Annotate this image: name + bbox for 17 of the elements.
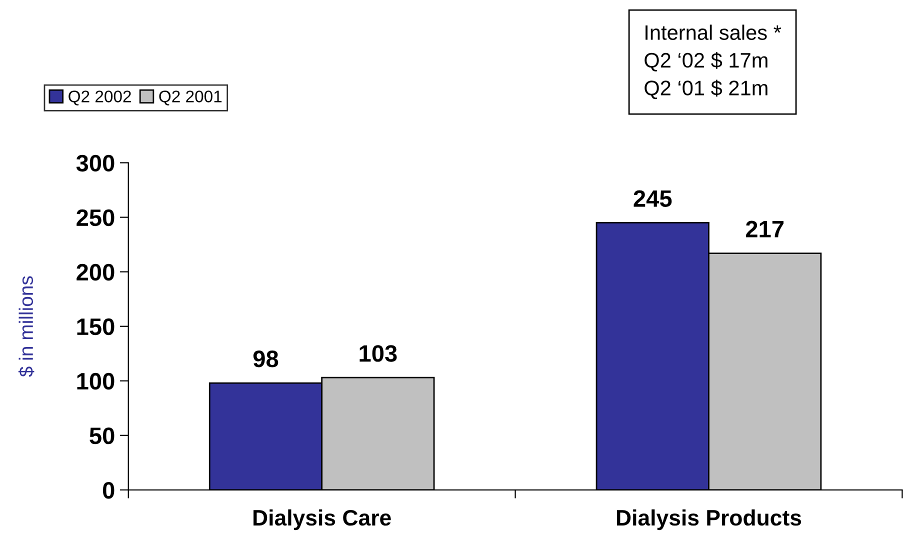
legend-label: Q2 2002 — [68, 90, 131, 106]
x-tick-label: Dialysis Products — [616, 509, 802, 530]
y-tick-label: 50 — [90, 427, 114, 444]
y-tick-label: 300 — [76, 154, 114, 172]
legend-label: Q2 2001 — [159, 90, 222, 106]
y-tick-label: 200 — [76, 264, 114, 281]
y-tick-label: 250 — [76, 209, 114, 226]
text: Internal sales * Q2 ‘02 $ 17m Q2 ‘01 $ 21m — [644, 24, 782, 100]
y-tick-label: 0 — [102, 482, 114, 499]
y-axis-title: $ in millions — [18, 276, 34, 377]
data-label: 245 — [634, 190, 672, 207]
data-label: 217 — [746, 220, 784, 238]
data-label: 98 — [253, 350, 278, 368]
x-tick-label: Dialysis Care — [254, 509, 391, 530]
data-label: 103 — [360, 345, 397, 362]
y-tick-label: 150 — [77, 318, 114, 336]
y-tick-label: 100 — [77, 372, 114, 390]
